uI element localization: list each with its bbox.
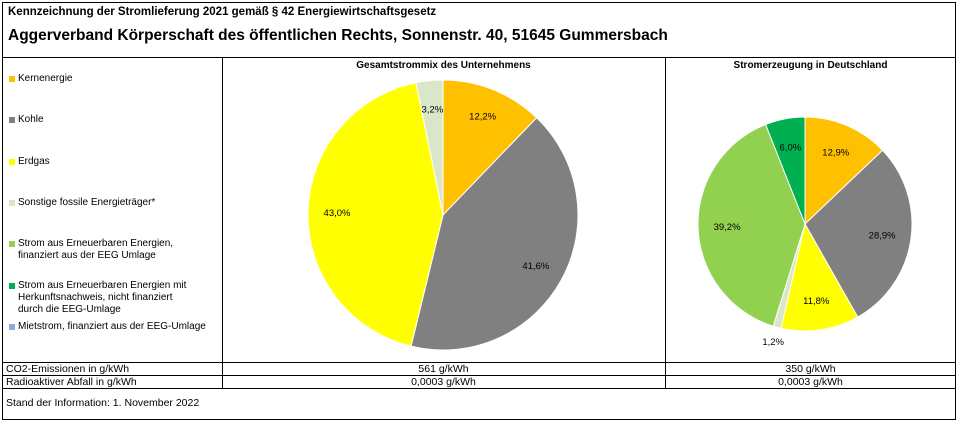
chart-title-company: Gesamtstrommix des Unternehmens bbox=[356, 60, 531, 71]
pie-chart-germany: 12,9% 28,9% 11,8% 1,2% 39,2% 6,0% bbox=[697, 116, 913, 348]
legend-item-kernenergie: Kernenergie bbox=[9, 73, 209, 85]
divider-chart-bottom bbox=[2, 362, 956, 363]
legend-label: Kohle bbox=[18, 114, 44, 125]
legend-swatch bbox=[9, 324, 15, 330]
legend-item-mietstrom: Mietstrom, finanziert aus der EEG-Umlage bbox=[9, 321, 219, 333]
row-value-radioaktiv-germany: 0,0003 g/kWh bbox=[778, 376, 843, 388]
page-title: Aggerverband Körperschaft des öffentlich… bbox=[8, 27, 668, 44]
pie-slice-strom-aus-erneuerbaren-energien-mit-herkunftsnachweis-nicht-finanziert-durch-die-eeg-umlage bbox=[764, 116, 806, 225]
pie-slice-erdgas bbox=[780, 222, 859, 332]
data-label-erdgas: 43,0% bbox=[324, 208, 351, 219]
pie-slice-kernenergie bbox=[442, 79, 538, 217]
data-label-sonstige-fossile-energietr-ger: 1,2% bbox=[762, 337, 784, 348]
legend-item-erdgas: Erdgas bbox=[9, 156, 209, 168]
data-label-kohle: 28,9% bbox=[869, 230, 896, 241]
chart-title-germany: Stromerzeugung in Deutschland bbox=[733, 60, 888, 71]
legend-label: Erdgas bbox=[18, 156, 50, 167]
divider-row-2 bbox=[2, 388, 956, 389]
legend-label: Kernenergie bbox=[18, 73, 73, 84]
data-label-strom-aus-erneuerbaren-energien-finanziert-aus-der-eeg-umlage: 39,2% bbox=[714, 222, 741, 233]
data-label-strom-aus-erneuerbaren-energien-mit-herkunftsnachweis-nicht-finanziert-durch-die-eeg-umlage: 6,0% bbox=[780, 142, 802, 153]
data-label-kohle: 41,6% bbox=[522, 261, 549, 272]
data-label-sonstige-fossile-energietr-ger: 3,2% bbox=[422, 105, 444, 116]
legend-item-sonstige-fossile: Sonstige fossile Energieträger* bbox=[9, 197, 209, 209]
pie-slice-kohle bbox=[410, 117, 579, 351]
pie-slice-erdgas bbox=[307, 82, 444, 347]
divider-col-2 bbox=[665, 57, 666, 389]
data-label-kernenergie: 12,2% bbox=[469, 112, 496, 123]
row-value-co2-company: 561 g/kWh bbox=[418, 363, 469, 375]
data-label-erdgas: 11,8% bbox=[803, 296, 830, 307]
legend-swatch bbox=[9, 241, 15, 247]
row-label-radioaktiv: Radioaktiver Abfall in g/kWh bbox=[6, 376, 137, 388]
divider-row-1 bbox=[2, 375, 956, 376]
pie-slice-kohle bbox=[804, 149, 913, 318]
legend-item-kohle: Kohle bbox=[9, 114, 209, 126]
document-frame bbox=[2, 2, 956, 420]
footer-info: Stand der Information: 1. November 2022 bbox=[6, 397, 200, 409]
row-value-radioaktiv-company: 0,0003 g/kWh bbox=[411, 376, 476, 388]
legend-item-eeg-umlage: Strom aus Erneuerbaren Energien, finanzi… bbox=[9, 238, 189, 262]
divider-col-1 bbox=[222, 57, 223, 389]
legend-label: Sonstige fossile Energieträger* bbox=[18, 197, 156, 208]
legend-swatch bbox=[9, 76, 15, 82]
legend-swatch bbox=[9, 159, 15, 165]
legend-label: Strom aus Erneuerbaren Energien mit Herk… bbox=[18, 280, 187, 315]
pie-slice-strom-aus-erneuerbaren-energien-finanziert-aus-der-eeg-umlage bbox=[697, 123, 806, 327]
legend-swatch bbox=[9, 200, 15, 206]
pre-title: Kennzeichnung der Stromlieferung 2021 ge… bbox=[8, 6, 437, 18]
data-label-kernenergie: 12,9% bbox=[822, 147, 849, 158]
legend-swatch bbox=[9, 117, 15, 123]
divider-header bbox=[2, 57, 956, 58]
legend-item-herkunftsnachweis: Strom aus Erneuerbaren Energien mit Herk… bbox=[9, 280, 199, 316]
pie-slice-sonstige-fossile-energietr-ger bbox=[415, 79, 444, 216]
row-value-co2-germany: 350 g/kWh bbox=[785, 363, 836, 375]
legend-label: Strom aus Erneuerbaren Energien, finanzi… bbox=[18, 238, 174, 261]
legend-label: Mietstrom, finanziert aus der EEG-Umlage bbox=[18, 321, 206, 332]
legend-swatch bbox=[9, 283, 15, 289]
pie-slice-kernenergie bbox=[804, 116, 884, 226]
row-label-co2: CO2-Emissionen in g/kWh bbox=[6, 363, 130, 375]
pie-chart-company: 12,2% 41,6% 43,0% 3,2% bbox=[307, 79, 579, 351]
